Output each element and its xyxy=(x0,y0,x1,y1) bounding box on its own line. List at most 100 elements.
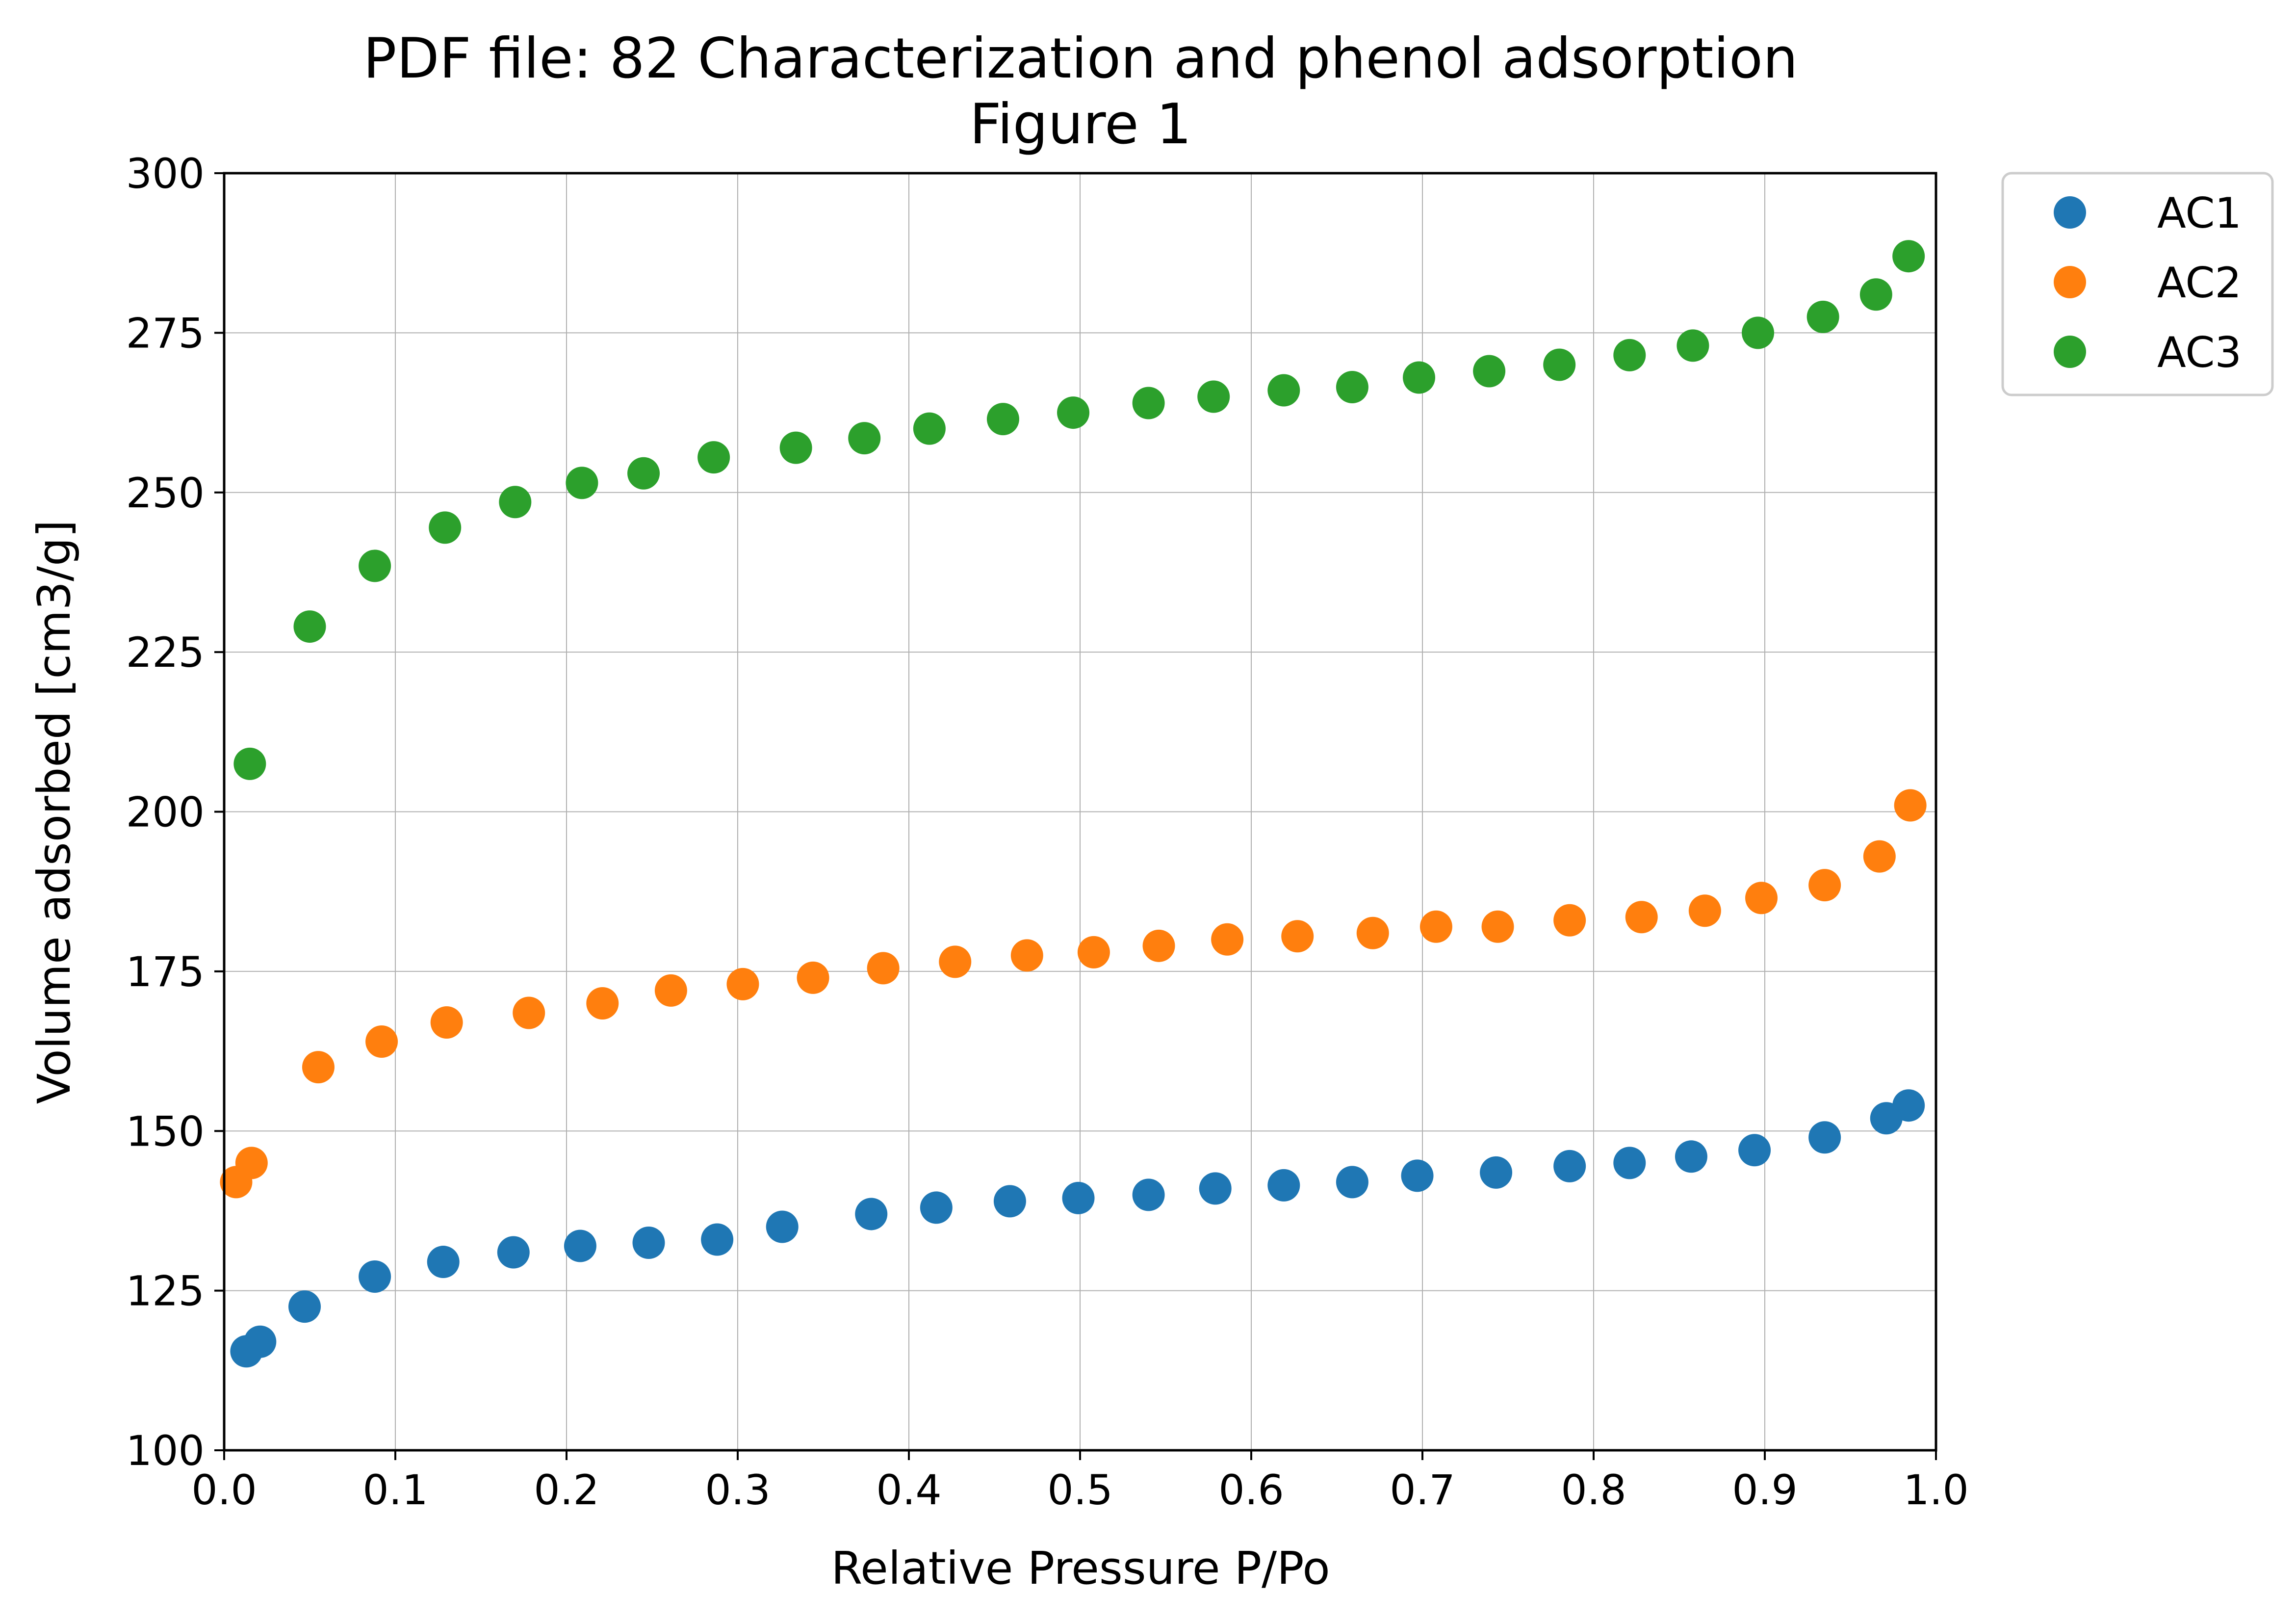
data-point-ac3 xyxy=(1806,300,1839,333)
data-point-ac3 xyxy=(499,486,532,519)
data-point-ac2 xyxy=(1077,936,1110,968)
data-point-ac2 xyxy=(1419,910,1452,943)
chart-title-line1: PDF file: 82 Characterization and phenol… xyxy=(363,26,1798,91)
data-point-ac3 xyxy=(848,422,881,455)
data-point-ac3 xyxy=(1473,355,1506,388)
data-point-ac3 xyxy=(1613,339,1646,371)
data-point-ac3 xyxy=(429,511,462,544)
legend-label-ac3: AC3 xyxy=(2157,328,2242,377)
data-point-ac1 xyxy=(1062,1181,1095,1214)
data-point-ac3 xyxy=(1859,278,1892,311)
legend-label-ac1: AC1 xyxy=(2157,189,2242,238)
y-tick-label: 175 xyxy=(126,948,205,996)
data-point-ac1 xyxy=(1480,1156,1513,1189)
data-point-ac2 xyxy=(1481,910,1514,943)
legend-label-ac2: AC2 xyxy=(2157,259,2242,308)
data-point-ac1 xyxy=(564,1230,596,1262)
y-tick-label: 250 xyxy=(126,469,205,517)
data-point-ac2 xyxy=(1688,894,1721,927)
data-point-ac1 xyxy=(1892,1089,1925,1122)
data-point-ac1 xyxy=(359,1260,391,1293)
x-tick-label: 0.2 xyxy=(534,1466,599,1514)
data-point-ac1 xyxy=(497,1236,530,1269)
data-point-ac2 xyxy=(1745,882,1778,915)
data-point-ac2 xyxy=(1281,920,1314,953)
data-point-ac2 xyxy=(1211,923,1244,956)
data-point-ac2 xyxy=(726,968,759,1000)
data-point-ac2 xyxy=(586,987,619,1020)
data-point-ac3 xyxy=(1892,240,1925,273)
data-point-ac3 xyxy=(1543,348,1576,381)
data-point-ac3 xyxy=(986,403,1019,436)
y-tick-label: 225 xyxy=(126,628,205,677)
data-point-ac2 xyxy=(1625,901,1658,934)
data-point-ac2 xyxy=(365,1025,398,1058)
y-tick-label: 150 xyxy=(126,1107,205,1155)
data-point-ac3 xyxy=(697,441,730,474)
x-tick-label: 0.7 xyxy=(1390,1466,1455,1514)
data-point-ac3 xyxy=(1336,371,1368,404)
y-tick-label: 125 xyxy=(126,1267,205,1315)
x-tick-label: 0.8 xyxy=(1561,1466,1626,1514)
data-point-ac3 xyxy=(293,610,326,643)
data-point-ac1 xyxy=(1808,1121,1841,1154)
data-point-ac3 xyxy=(1267,374,1300,407)
data-point-ac1 xyxy=(993,1185,1026,1218)
data-point-ac2 xyxy=(797,961,829,994)
data-point-ac3 xyxy=(913,412,946,445)
data-point-ac2 xyxy=(1894,789,1927,822)
data-point-ac1 xyxy=(1336,1166,1368,1199)
data-point-ac1 xyxy=(244,1325,277,1358)
x-tick-label: 0.5 xyxy=(1047,1466,1113,1514)
y-tick-label: 275 xyxy=(126,309,205,357)
data-point-ac3 xyxy=(779,431,812,464)
data-point-ac2 xyxy=(1553,904,1586,937)
data-point-ac2 xyxy=(1010,939,1043,972)
data-point-ac1 xyxy=(1401,1159,1434,1192)
x-axis-label: Relative Pressure P/Po xyxy=(831,1542,1330,1595)
y-tick-label: 200 xyxy=(126,788,205,837)
x-tick-label: 1.0 xyxy=(1903,1466,1969,1514)
axis-ticks: 0.0 0.1 0.2 0.3 0.4 0.5 0.6 0.7 0.8 0.9 1.0 100 125 1… xyxy=(126,150,1969,1514)
x-tick-label: 0.0 xyxy=(191,1466,257,1514)
data-point-ac1 xyxy=(855,1198,888,1230)
x-tick-label: 0.9 xyxy=(1732,1466,1798,1514)
chart-title-line2: Figure 1 xyxy=(970,92,1192,157)
data-point-ac1 xyxy=(1613,1147,1646,1179)
y-tick-label: 300 xyxy=(126,150,205,198)
x-tick-label: 0.4 xyxy=(876,1466,942,1514)
data-point-ac3 xyxy=(566,467,598,499)
data-point-ac3 xyxy=(1403,361,1436,394)
data-point-ac1 xyxy=(1267,1169,1300,1202)
data-point-ac2 xyxy=(302,1051,335,1084)
x-tick-label: 0.1 xyxy=(362,1466,428,1514)
data-point-ac1 xyxy=(427,1246,460,1279)
data-point-ac2 xyxy=(939,945,972,978)
x-tick-label: 0.6 xyxy=(1218,1466,1284,1514)
data-point-ac2 xyxy=(654,974,687,1007)
data-point-ac1 xyxy=(1199,1172,1232,1205)
data-point-ac3 xyxy=(1677,329,1709,362)
data-point-ac1 xyxy=(701,1223,734,1256)
data-point-ac1 xyxy=(288,1290,321,1323)
legend-marker-ac1 xyxy=(2054,196,2086,229)
data-point-ac1 xyxy=(1132,1178,1165,1211)
x-tick-label: 0.3 xyxy=(705,1466,771,1514)
data-point-ac1 xyxy=(1738,1134,1771,1167)
data-point-ac2 xyxy=(1356,916,1389,949)
data-point-ac3 xyxy=(1197,380,1230,413)
data-point-ac3 xyxy=(1057,396,1090,429)
data-point-ac2 xyxy=(430,1006,463,1039)
data-point-ac3 xyxy=(1132,387,1165,419)
data-point-ac1 xyxy=(632,1227,665,1259)
data-point-ac1 xyxy=(766,1210,799,1243)
legend-marker-ac3 xyxy=(2054,336,2086,368)
data-point-ac3 xyxy=(1742,316,1775,349)
data-point-ac1 xyxy=(1675,1140,1707,1173)
data-point-ac2 xyxy=(1142,929,1175,962)
data-point-ac2 xyxy=(1808,869,1841,902)
data-point-ac1 xyxy=(1553,1150,1586,1182)
data-point-ac3 xyxy=(359,549,391,582)
data-point-ac2 xyxy=(235,1147,268,1179)
